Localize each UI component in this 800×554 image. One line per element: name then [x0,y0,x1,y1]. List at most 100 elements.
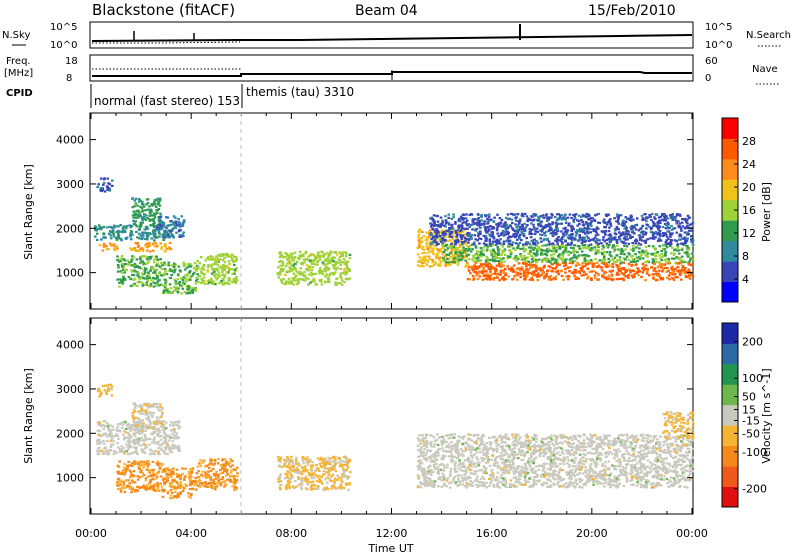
data-cell [651,261,654,264]
data-cell [536,274,540,277]
data-cell [433,245,437,248]
data-cell [345,270,348,273]
data-cell [166,234,170,237]
data-cell [476,254,480,257]
data-cell [278,270,282,274]
data-cell [417,233,421,237]
data-cell [555,258,558,261]
data-cell [188,483,192,487]
data-cell [344,255,348,258]
data-cell [629,214,633,217]
data-cell [452,244,455,247]
data-cell [448,235,452,238]
data-cell [521,224,524,227]
data-cell [614,228,618,231]
data-cell [506,237,510,240]
data-cell [535,269,538,272]
data-cell [567,237,571,240]
data-cell [133,199,137,202]
data-cell [671,232,674,235]
data-cell [155,245,159,248]
data-cell [641,262,645,266]
data-cell [621,219,625,222]
data-cell [504,253,507,256]
data-cell [644,245,648,248]
data-cell [588,239,591,242]
data-cell [95,232,99,235]
data-cell [632,249,635,252]
data-cell [585,247,588,250]
data-cell [175,437,178,440]
data-cell [691,239,695,242]
data-cell [139,409,143,412]
data-cell [477,256,480,259]
data-cell [439,247,442,251]
data-cell [139,258,142,261]
data-cell [691,221,695,224]
data-cell [519,275,523,279]
data-cell [155,283,159,286]
data-cell [102,183,105,186]
data-cell [549,261,552,264]
data-cell [452,246,456,249]
data-cell [333,261,337,264]
data-cell [627,232,630,236]
data-cell [561,232,565,235]
data-cell [147,475,150,478]
data-cell [573,260,577,263]
data-cell [583,258,587,261]
data-cell [431,217,434,220]
data-cell [480,263,483,266]
data-cell [557,255,560,258]
y-tick-label: 1000 [56,267,84,280]
data-cell [95,228,99,231]
data-cell [198,262,201,265]
data-cell [134,490,137,493]
data-cell [226,255,229,258]
data-cell [596,265,599,268]
data-cell [482,268,485,271]
data-cell [285,270,289,273]
data-cell [123,436,126,439]
data-cell [515,219,518,222]
data-cell [477,231,480,234]
data-cell [161,478,165,481]
data-cell [100,391,103,394]
data-cell [290,268,294,271]
data-cell [137,275,141,278]
data-cell [223,256,226,259]
data-cell [132,210,135,213]
data-cell [657,219,661,222]
data-cell [168,235,172,238]
data-cell [558,247,562,250]
data-cell [123,462,126,466]
data-cell [564,229,568,232]
data-cell [172,424,175,427]
data-cell [662,215,666,218]
data-cell [434,262,438,265]
data-cell [112,450,116,453]
data-cell [656,226,660,229]
data-cell [426,251,430,254]
data-cell [463,250,466,253]
data-cell [562,235,565,238]
data-cell [504,227,508,230]
data-cell [119,237,123,240]
data-cell [172,223,175,226]
data-cell [626,229,629,232]
data-cell [328,253,332,256]
data-cell [299,267,302,270]
data-cell [141,218,144,222]
data-cell [445,244,448,247]
data-cell [178,482,181,485]
data-cell [158,235,161,238]
data-cell [174,490,177,493]
data-cell [303,279,307,282]
data-cell [167,247,171,250]
data-cell [458,251,461,254]
data-cell [558,263,561,266]
data-cell [160,423,164,426]
data-cell [467,266,471,269]
data-cell [550,258,554,261]
data-cell [464,252,468,255]
